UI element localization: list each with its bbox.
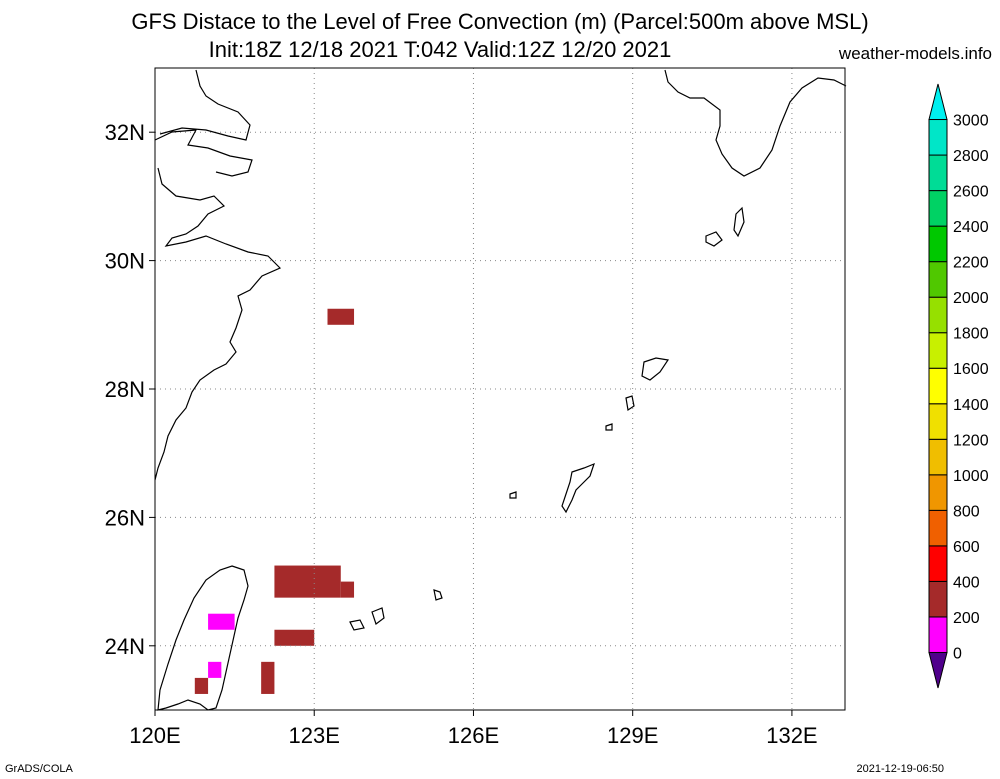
colorbar-bin-2: [928, 580, 948, 618]
data-cell-7: [261, 661, 275, 694]
axes: 120E 123E 126E 129E 132E 24N 26N 28N 30N 32N: [105, 67, 846, 748]
colorbar-bin-6: [928, 438, 948, 476]
colorbar-bin-8: [928, 367, 948, 405]
colorbar-label-6: 1200: [953, 432, 989, 449]
chart-subtitle: Init:18Z 12/18 2021 T:042 Valid:12Z 12/2…: [208, 37, 672, 62]
colorbar-bin-11: [928, 261, 948, 298]
x-tick-label-3: 129E: [607, 723, 658, 748]
colorbar-label-1: 200: [953, 610, 980, 627]
x-tick-label-0: 120E: [129, 723, 180, 748]
data-cell-0: [327, 308, 355, 325]
colorbar-bin-9: [928, 332, 948, 369]
island-2: [733, 206, 745, 238]
data-cell-3: [274, 629, 315, 646]
island-5: [561, 462, 595, 514]
data-cell-4: [208, 613, 235, 630]
colorbar-bin-16: [928, 83, 948, 121]
data-cells: [194, 308, 355, 694]
island-9: [371, 607, 385, 625]
colorbar-label-10: 2000: [953, 290, 989, 307]
y-tick-label-1: 26N: [105, 505, 145, 530]
colorbar-label-4: 800: [953, 503, 980, 520]
colorbar-label-7: 1400: [953, 397, 989, 414]
source-label: weather-models.info: [838, 44, 992, 63]
coastline-taiwan: [157, 565, 249, 711]
island-4: [625, 395, 635, 412]
colorbar: 0 200 400 600 800 1000 1200 1400 1600 1800 2000 220…: [928, 83, 989, 689]
footer-right: 2021-12-19-06:50: [856, 763, 944, 775]
data-cell-6: [208, 661, 222, 678]
coastlines: [154, 69, 847, 711]
colorbar-label-12: 2400: [953, 219, 989, 236]
colorbar-label-9: 1800: [953, 326, 989, 343]
colorbar-bin-0: [928, 651, 948, 689]
colorbar-label-13: 2600: [953, 184, 989, 201]
colorbar-bin-13: [928, 190, 948, 227]
x-tick-label-2: 126E: [448, 723, 499, 748]
colorbar-bin-12: [928, 225, 948, 263]
chart-title: GFS Distace to the Level of Free Convect…: [131, 9, 869, 34]
y-tick-label-3: 30N: [105, 249, 145, 274]
coastline-japan: [664, 69, 847, 177]
colorbar-bin-7: [928, 403, 948, 440]
colorbar-label-5: 1000: [953, 468, 989, 485]
colorbar-label-8: 1600: [953, 361, 989, 378]
coastline-china: [154, 69, 282, 481]
colorbar-label-0: 0: [953, 645, 962, 662]
colorbar-bin-15: [928, 119, 948, 156]
colorbar-bin-3: [928, 545, 948, 582]
colorbar-bin-4: [928, 509, 948, 547]
y-tick-label-2: 28N: [105, 377, 145, 402]
island-8: [349, 619, 365, 631]
data-cell-2: [340, 581, 355, 598]
data-cell-5: [194, 677, 209, 694]
island-6: [509, 491, 517, 499]
colorbar-bin-5: [928, 474, 948, 511]
y-tick-label-0: 24N: [105, 634, 145, 659]
y-tick-label-4: 32N: [105, 120, 145, 145]
island-10: [605, 423, 613, 431]
grid-lines: [154, 68, 845, 710]
island-3: [641, 357, 670, 381]
colorbar-label-3: 600: [953, 539, 980, 556]
island-7: [433, 589, 443, 601]
colorbar-label-11: 2200: [953, 255, 989, 272]
colorbar-bin-1: [928, 616, 948, 653]
colorbar-label-14: 2800: [953, 148, 989, 165]
x-tick-label-4: 132E: [766, 723, 817, 748]
x-tick-label-1: 123E: [289, 723, 340, 748]
footer-left: GrADS/COLA: [5, 763, 73, 775]
data-cell-1: [274, 565, 341, 598]
island-1: [705, 231, 723, 247]
colorbar-label-2: 400: [953, 574, 980, 591]
colorbar-bin-14: [928, 154, 948, 192]
colorbar-bin-10: [928, 296, 948, 334]
colorbar-label-15: 3000: [953, 113, 989, 130]
